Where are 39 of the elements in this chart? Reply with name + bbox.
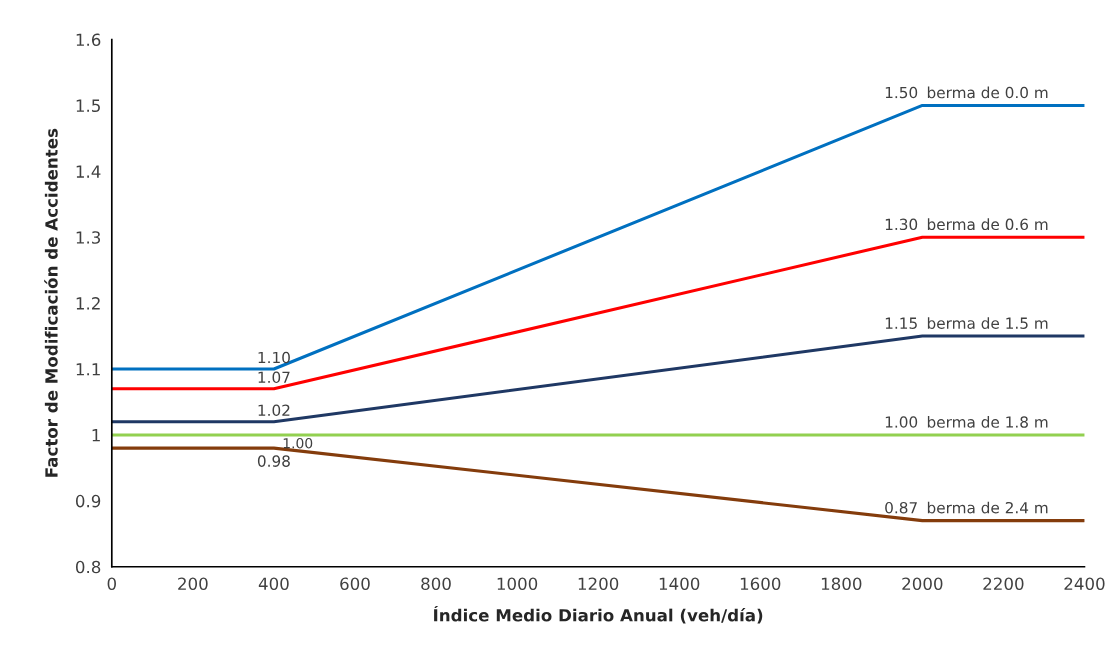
- data-label: 1.10: [258, 351, 290, 364]
- x-tick-label: 2200: [983, 577, 1024, 591]
- data-label: 0.87: [885, 501, 917, 514]
- x-tick-label: 0: [107, 577, 116, 591]
- series-label: berma de 1.5 m: [927, 317, 1048, 329]
- data-label: 1.30: [885, 218, 918, 231]
- x-tick-label: 800: [421, 577, 451, 591]
- data-label: 1.00: [885, 416, 918, 428]
- y-tick-label: 1: [92, 429, 100, 442]
- x-tick-label: 2400: [1064, 577, 1105, 591]
- x-tick-label: 2000: [902, 577, 943, 591]
- series-label: berma de 2.4 m: [927, 501, 1048, 514]
- y-tick-label: 0.8: [75, 560, 101, 574]
- data-label: 0.98: [257, 455, 290, 467]
- y-axis-title: Factor de Modificación de Accidentes: [44, 128, 58, 477]
- y-tick-label: 1.3: [76, 231, 101, 244]
- x-axis-title: Índice Medio Diario Anual (veh/día): [434, 605, 763, 624]
- data-label: 1.02: [258, 404, 290, 417]
- data-label: 1.15: [885, 317, 917, 329]
- x-tick-label: 1000: [497, 577, 538, 591]
- data-label: 1.50: [885, 86, 918, 99]
- data-label: 1.00: [283, 437, 313, 449]
- x-tick-label: 600: [340, 577, 370, 591]
- x-tick-label: 400: [258, 577, 289, 591]
- y-tick-label: 1.2: [76, 297, 100, 310]
- x-tick-label: 1600: [740, 577, 781, 591]
- x-tick-label: 1400: [659, 577, 700, 591]
- x-tick-label: 1200: [578, 577, 619, 591]
- y-tick-label: 1.4: [76, 165, 101, 178]
- y-tick-label: 1.6: [76, 33, 101, 47]
- data-label: 1.07: [258, 371, 290, 384]
- series-label: berma de 0.0 m: [927, 86, 1048, 99]
- y-tick-label: 0.9: [75, 494, 101, 508]
- y-tick-label: 1.1: [76, 363, 100, 376]
- series-label: berma de 0.6 m: [927, 218, 1048, 231]
- x-tick-label: 1800: [821, 577, 862, 591]
- y-tick-label: 1.5: [76, 99, 100, 113]
- x-tick-label: 200: [178, 577, 208, 591]
- series-label: berma de 1.8 m: [927, 415, 1048, 428]
